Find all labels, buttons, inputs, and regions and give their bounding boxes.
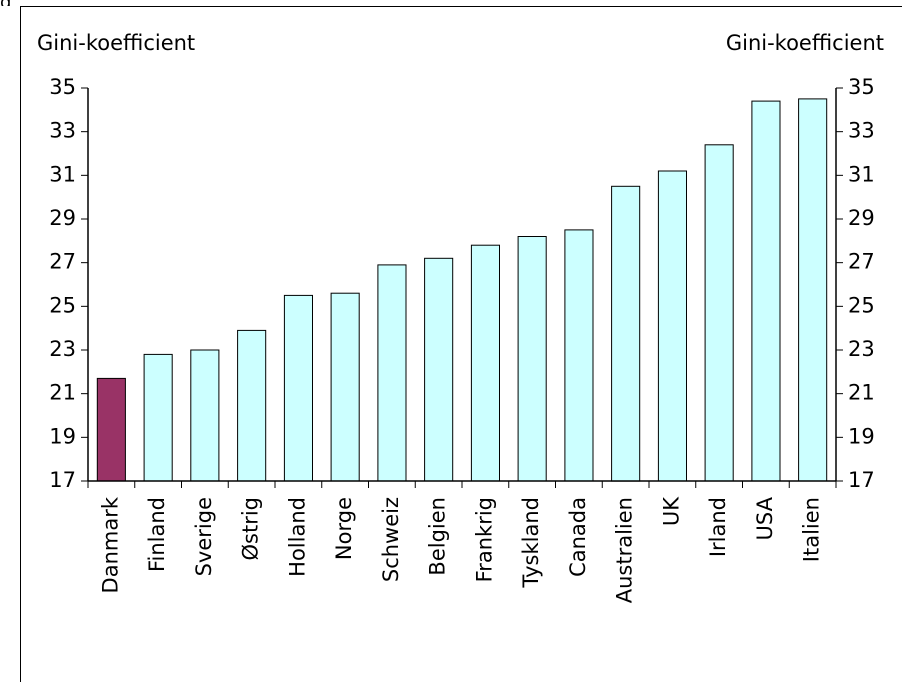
y-axis-label-right: Gini-koefficient: [726, 31, 884, 55]
y-tick-label-left: 35: [49, 75, 76, 99]
y-tick-label-left: 33: [49, 119, 76, 143]
bar-australien: [611, 185, 641, 482]
bar-holland: [283, 294, 313, 482]
x-tick-label: USA: [753, 496, 777, 540]
x-tick-label: Holland: [285, 497, 309, 577]
y-tick-label-left: 25: [49, 293, 76, 317]
y-tick-label-right: 17: [848, 468, 875, 492]
bar-schweiz: [377, 264, 407, 482]
y-tick-label-right: 31: [848, 162, 875, 186]
y-tick-label-right: 29: [848, 206, 875, 230]
x-tick-label: Frankrig: [472, 497, 496, 582]
bar-østrig: [237, 329, 267, 482]
y-tick-label-right: 27: [848, 250, 875, 274]
bar-norge: [330, 292, 360, 482]
x-tick-label: Belgien: [426, 497, 450, 576]
y-tick-label-right: 21: [848, 381, 875, 405]
y-tick-label-right: 35: [848, 75, 875, 99]
x-tick-label: Australien: [613, 497, 637, 603]
y-tick-label-left: 19: [49, 424, 76, 448]
y-tick-label-right: 25: [848, 293, 875, 317]
bar-irland: [704, 144, 734, 482]
x-tick-label: Finland: [145, 497, 169, 572]
y-tick-label-right: 19: [848, 424, 875, 448]
x-tick-label: UK: [659, 496, 683, 526]
x-tick-label: Tyskland: [519, 497, 543, 588]
y-tick-label-left: 31: [49, 162, 76, 186]
y-tick-label-left: 23: [49, 337, 76, 361]
bar-tyskland: [517, 236, 547, 482]
x-tick-label: Italien: [800, 497, 824, 562]
bar-usa: [751, 100, 781, 482]
bar-sverige: [190, 349, 220, 482]
x-tick-label: Østrig: [239, 497, 263, 561]
bar-finland: [143, 353, 173, 482]
y-tick-label-left: 17: [49, 468, 76, 492]
bar-belgien: [424, 257, 454, 482]
x-tick-label: Sverige: [192, 497, 216, 576]
y-tick-label-right: 33: [848, 119, 875, 143]
bar-italien: [798, 98, 828, 482]
x-tick-label: Danmark: [98, 496, 122, 593]
figure-label-fragment: g: [0, 0, 18, 6]
y-tick-label-left: 29: [49, 206, 76, 230]
bar-danmark: [96, 377, 126, 482]
y-tick-label-right: 23: [848, 337, 875, 361]
bar-uk: [657, 170, 688, 482]
y-tick-label-left: 21: [49, 381, 76, 405]
y-tick-label-left: 27: [49, 250, 76, 274]
x-tick-label: Norge: [332, 497, 356, 560]
y-axis-label-left: Gini-koefficient: [37, 31, 195, 55]
bar-canada: [564, 229, 594, 482]
x-tick-label: Canada: [566, 497, 590, 577]
x-tick-label: Schweiz: [379, 497, 403, 582]
x-tick-label: Irland: [706, 497, 730, 557]
bar-frankrig: [470, 244, 500, 482]
